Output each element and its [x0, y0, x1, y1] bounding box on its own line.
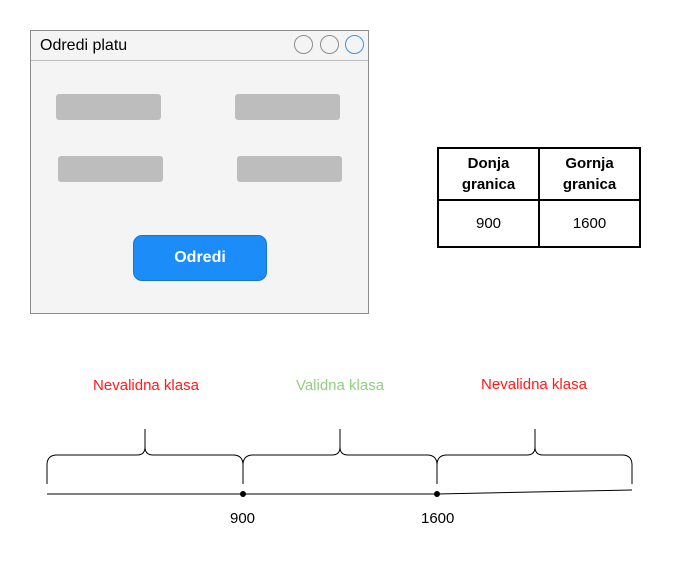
title-bar: Odredi platu [31, 31, 368, 61]
tick-label-1600: 1600 [421, 510, 455, 527]
input-field-4[interactable] [237, 156, 342, 182]
cell-upper-bound: 1600 [538, 199, 641, 248]
tick-label-900: 900 [230, 510, 256, 527]
minimize-button[interactable] [294, 35, 313, 54]
class-label-invalid-left: Nevalidna klasa [93, 377, 199, 394]
table-header-row: Donja granica Gornja granica [437, 147, 641, 201]
odredi-button[interactable]: Odredi [133, 235, 267, 281]
header-upper-bound: Gornja granica [538, 147, 641, 201]
class-label-invalid-right: Nevalidna klasa [481, 376, 587, 393]
brace-left [46, 429, 244, 484]
class-label-valid: Validna klasa [295, 377, 385, 394]
app-window: Odredi platu Odredi [30, 30, 369, 314]
cell-lower-bound: 900 [437, 199, 540, 248]
input-field-3[interactable] [58, 156, 163, 182]
window-title: Odredi platu [40, 37, 128, 54]
number-line-segment-right [436, 489, 633, 495]
maximize-button[interactable] [320, 35, 339, 54]
table-row: 900 1600 [437, 199, 641, 248]
brace-middle [242, 429, 438, 484]
input-field-2[interactable] [235, 94, 340, 120]
close-button[interactable] [345, 35, 364, 54]
input-field-1[interactable] [56, 94, 161, 120]
brace-right [436, 429, 633, 484]
header-lower-bound: Donja granica [437, 147, 540, 201]
boundary-point-900 [240, 491, 246, 497]
bounds-table: Donja granica Gornja granica 900 1600 [437, 147, 641, 248]
boundary-point-1600 [434, 491, 440, 497]
